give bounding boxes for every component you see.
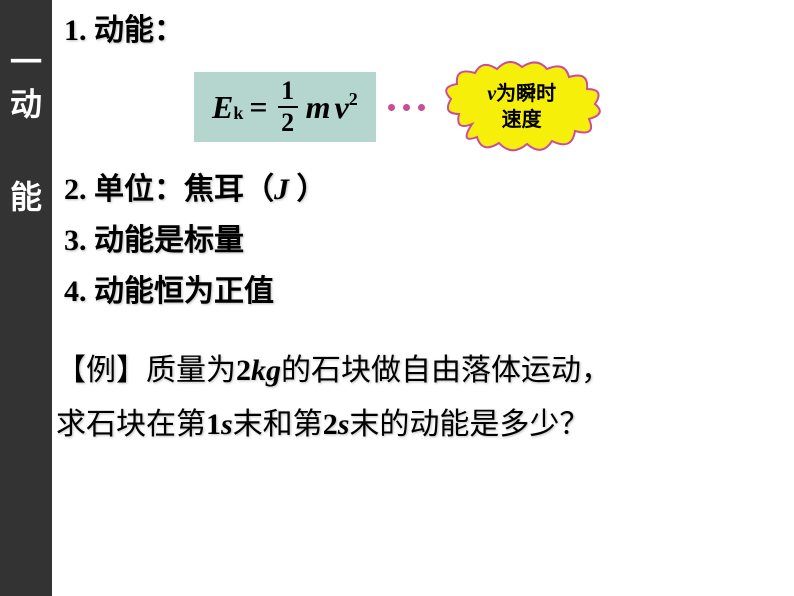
example-prefix: 【例】质量为 — [56, 354, 236, 387]
example-t1: 1 — [206, 408, 221, 441]
sidebar: 一 动 能 — [0, 0, 52, 596]
formula-E: E — [212, 89, 233, 126]
item-4: 4. 动能恒为正值 — [64, 269, 784, 314]
item-2: 2. 单位：焦耳（J ） — [64, 167, 784, 212]
formula-numerator: 1 — [281, 78, 294, 104]
formula-m: m — [306, 89, 331, 126]
example-kg: kg — [251, 354, 281, 387]
formula-denominator: 2 — [281, 110, 294, 136]
item-1: 1. 动能： — [64, 8, 784, 53]
item-3-label: 动能是标量 — [94, 224, 244, 257]
formula-sq: 2 — [349, 89, 358, 110]
dot-icon — [418, 104, 425, 111]
example-s2: s — [338, 408, 350, 441]
formula-eq: = — [249, 89, 267, 126]
example-t2: 2 — [323, 408, 338, 441]
sidebar-char-3: 能 — [10, 177, 42, 219]
main-content: 1. 动能： Ek = 1 2 m v2 v为瞬时 速度 — [64, 8, 784, 452]
cloud-line1: 为瞬时 — [496, 83, 556, 105]
item-4-label: 动能恒为正值 — [94, 275, 274, 308]
formula-k: k — [233, 103, 243, 124]
cloud-line2: 速度 — [502, 109, 542, 131]
callout-cloud: v为瞬时 速度 — [437, 59, 607, 155]
formula-v: v — [334, 89, 348, 126]
sidebar-char-1: 一 — [10, 42, 42, 84]
connector-dots — [384, 104, 429, 111]
item-4-num: 4. — [64, 275, 87, 308]
item-2-close: ） — [289, 173, 327, 206]
item-3-num: 3. — [64, 224, 87, 257]
item-2-num: 2. — [64, 173, 87, 206]
cloud-text: v为瞬时 速度 — [487, 81, 556, 133]
formula-box: Ek = 1 2 m v2 — [194, 72, 376, 142]
example-s1: s — [221, 408, 233, 441]
example-mid2: 末和第 — [233, 408, 323, 441]
cloud-v: v — [487, 83, 496, 105]
item-1-num: 1. — [64, 14, 87, 47]
item-2-J: J — [274, 173, 289, 206]
example-end: 末的动能是多少？ — [349, 408, 589, 441]
item-3: 3. 动能是标量 — [64, 218, 784, 263]
example-line2a: 求石块在第 — [56, 408, 206, 441]
formula-fraction: 1 2 — [278, 78, 298, 136]
dot-icon — [388, 104, 395, 111]
item-2-label: 单位：焦耳（ — [94, 173, 274, 206]
sidebar-char-2: 动 — [10, 84, 42, 126]
item-1-label: 动能： — [94, 14, 184, 47]
example-block: 【例】质量为2kg的石块做自由落体运动， 求石块在第1s末和第2s末的动能是多少… — [56, 344, 784, 452]
dot-icon — [403, 104, 410, 111]
formula-row: Ek = 1 2 m v2 v为瞬时 速度 — [64, 59, 784, 155]
example-mass: 2 — [236, 354, 251, 387]
example-mid1: 的石块做自由落体运动， — [281, 354, 611, 387]
